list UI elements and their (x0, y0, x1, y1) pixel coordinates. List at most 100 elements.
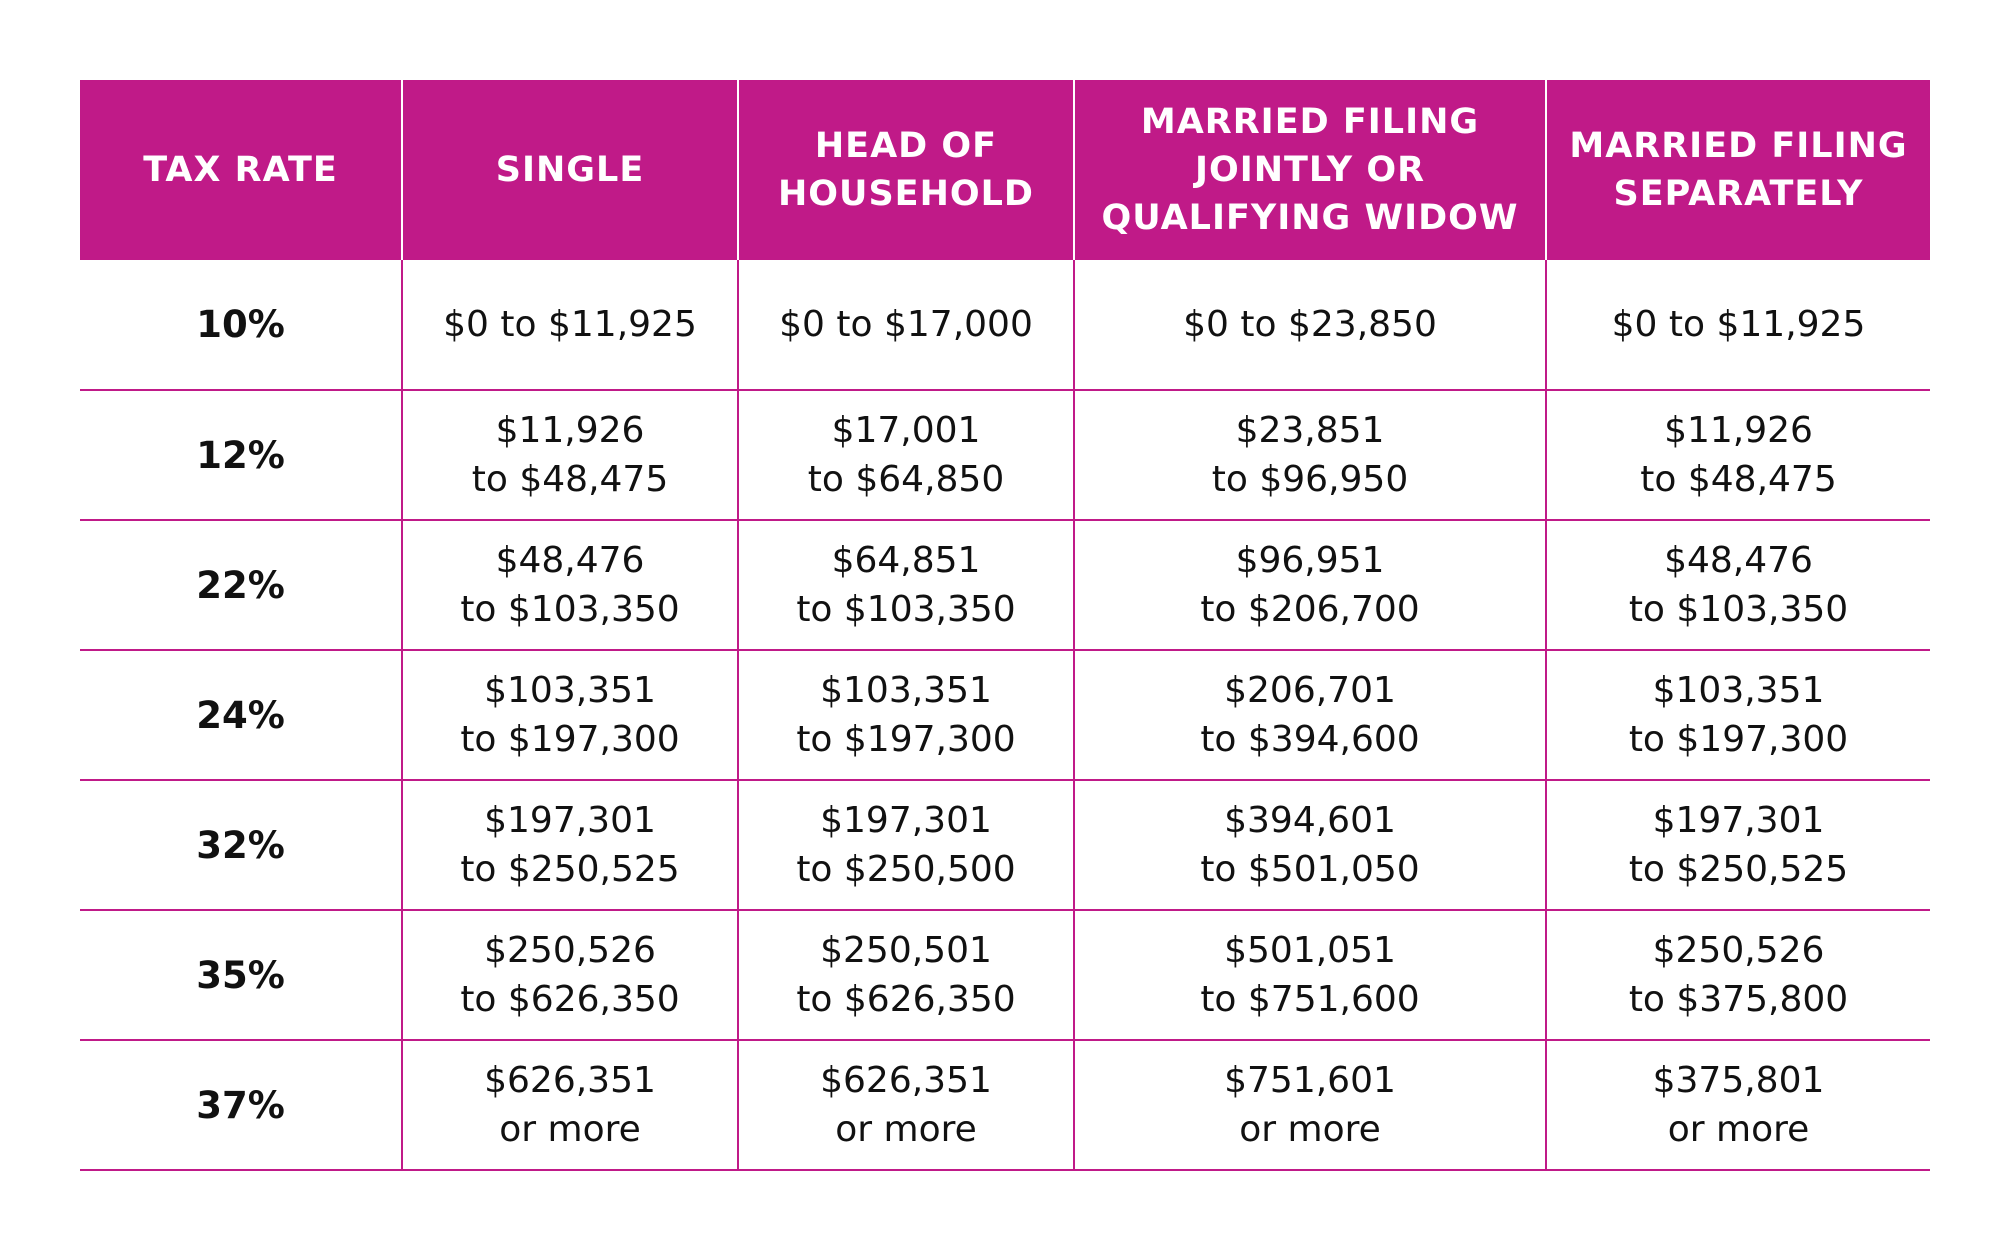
bracket-range-line: $501,051 (1224, 930, 1396, 971)
header-married-filing-jointly: MARRIED FILING JOINTLY OR QUALIFYING WID… (1073, 80, 1546, 260)
bracket-range-line: $48,476 (1664, 540, 1813, 581)
bracket-cell-single: $0 to $11,925 (401, 260, 738, 391)
bracket-cell-single: $626,351 or more (401, 1040, 738, 1171)
bracket-range-line: $206,701 (1224, 670, 1396, 711)
bracket-range-line: to $103,350 (460, 589, 680, 630)
header-line: TAX RATE (143, 150, 338, 190)
bracket-range-line: $11,926 (1664, 410, 1813, 451)
bracket-cell-head-of-household: $250,501 to $626,350 (737, 910, 1074, 1041)
header-line: SEPARATELY (1613, 174, 1864, 214)
bracket-cell-head-of-household: $197,301 to $250,500 (737, 780, 1074, 911)
bracket-range-line: to $501,050 (1200, 849, 1420, 890)
bracket-range-line: $17,001 (831, 410, 981, 451)
header-line: HOUSEHOLD (778, 174, 1034, 214)
table-body: 10% $0 to $11,925 $0 to $17,000 $0 to $23,8… (80, 260, 1930, 1171)
bracket-range-line: or more (499, 1109, 641, 1150)
table-row: 24% $103,351 to $197,300 $103,351 to $197,30… (80, 650, 1930, 781)
bracket-range-line: to $375,800 (1628, 979, 1849, 1020)
header-line: JOINTLY OR (1194, 150, 1426, 190)
bracket-cell-married-filing-separately: $250,526 to $375,800 (1545, 910, 1930, 1041)
tax-rate-cell: 24% (80, 650, 402, 781)
header-married-filing-separately: MARRIED FILING SEPARATELY (1545, 80, 1930, 260)
tax-bracket-table: TAX RATE SINGLE HEAD OF HOUSEHOLD MARRIE… (80, 80, 1930, 1171)
header-row: TAX RATE SINGLE HEAD OF HOUSEHOLD MARRIE… (80, 80, 1930, 260)
bracket-cell-head-of-household: $64,851 to $103,350 (737, 520, 1074, 651)
bracket-cell-single: $197,301 to $250,525 (401, 780, 738, 911)
bracket-range-line: or more (835, 1109, 977, 1150)
table-header: TAX RATE SINGLE HEAD OF HOUSEHOLD MARRIE… (80, 80, 1930, 260)
bracket-cell-head-of-household: $0 to $17,000 (737, 260, 1074, 391)
bracket-range-line: $103,351 (1652, 670, 1825, 711)
bracket-range-line: to $250,525 (460, 849, 680, 890)
header-tax-rate: TAX RATE (80, 80, 402, 260)
bracket-cell-married-filing-jointly: $23,851 to $96,950 (1073, 390, 1546, 521)
table-row: 22% $48,476 to $103,350 $64,851 to $103,350 $… (80, 520, 1930, 651)
bracket-range-line: $11,926 (495, 410, 645, 451)
tax-rate-cell: 10% (80, 260, 402, 391)
bracket-cell-married-filing-jointly: $96,951 to $206,700 (1073, 520, 1546, 651)
bracket-range-line: to $250,500 (796, 849, 1016, 890)
bracket-range-line: $626,351 (484, 1060, 656, 1101)
bracket-range-line: to $206,700 (1200, 589, 1420, 630)
header-line: QUALIFYING WIDOW (1101, 198, 1519, 238)
bracket-cell-head-of-household: $626,351 or more (737, 1040, 1074, 1171)
bracket-range-line: or more (1239, 1109, 1381, 1150)
bracket-range-line: to $197,300 (1628, 719, 1849, 760)
tax-rate-cell: 37% (80, 1040, 402, 1171)
bracket-range-line: to $197,300 (796, 719, 1016, 760)
bracket-cell-single: $103,351 to $197,300 (401, 650, 738, 781)
header-single: SINGLE (401, 80, 738, 260)
bracket-range-line: $0 to $11,925 (443, 304, 697, 345)
header-line: MARRIED FILING (1140, 102, 1480, 142)
bracket-cell-single: $11,926 to $48,475 (401, 390, 738, 521)
bracket-range-line: $64,851 (831, 540, 981, 581)
header-line: MARRIED FILING (1569, 126, 1908, 166)
header-line: HEAD OF (814, 126, 998, 166)
bracket-range-line: $751,601 (1224, 1060, 1396, 1101)
bracket-range-line: $375,801 (1652, 1060, 1825, 1101)
bracket-cell-married-filing-separately: $11,926 to $48,475 (1545, 390, 1930, 521)
table-row: 35% $250,526 to $626,350 $250,501 to $626,35… (80, 910, 1930, 1041)
tax-rate-cell: 12% (80, 390, 402, 521)
bracket-cell-head-of-household: $103,351 to $197,300 (737, 650, 1074, 781)
bracket-range-line: $103,351 (820, 670, 992, 711)
bracket-range-line: to $197,300 (460, 719, 680, 760)
bracket-range-line: $197,301 (820, 800, 992, 841)
bracket-range-line: to $48,475 (1640, 459, 1837, 500)
tax-rate-cell: 32% (80, 780, 402, 911)
bracket-cell-married-filing-separately: $48,476 to $103,350 (1545, 520, 1930, 651)
bracket-range-line: $96,951 (1235, 540, 1385, 581)
bracket-range-line: $103,351 (484, 670, 656, 711)
bracket-cell-married-filing-jointly: $751,601 or more (1073, 1040, 1546, 1171)
bracket-range-line: $250,526 (1652, 930, 1825, 971)
bracket-range-line: $250,526 (484, 930, 656, 971)
bracket-range-line: to $394,600 (1200, 719, 1420, 760)
bracket-range-line: to $103,350 (796, 589, 1016, 630)
table-row: 32% $197,301 to $250,525 $197,301 to $250,50… (80, 780, 1930, 911)
bracket-cell-single: $48,476 to $103,350 (401, 520, 738, 651)
bracket-cell-married-filing-separately: $197,301 to $250,525 (1545, 780, 1930, 911)
bracket-range-line: to $96,950 (1211, 459, 1409, 500)
bracket-range-line: $250,501 (820, 930, 992, 971)
header-head-of-household: HEAD OF HOUSEHOLD (737, 80, 1074, 260)
bracket-range-line: to $103,350 (1628, 589, 1849, 630)
tax-rate-cell: 35% (80, 910, 402, 1041)
table-row: 37% $626,351 or more $626,351 or more $751,60… (80, 1040, 1930, 1171)
table-row: 10% $0 to $11,925 $0 to $17,000 $0 to $23,8… (80, 260, 1930, 391)
bracket-cell-married-filing-jointly: $0 to $23,850 (1073, 260, 1546, 391)
bracket-range-line: $0 to $23,850 (1183, 304, 1437, 345)
bracket-range-line: $0 to $11,925 (1611, 304, 1866, 345)
bracket-range-line: $48,476 (495, 540, 645, 581)
bracket-cell-married-filing-separately: $375,801 or more (1545, 1040, 1930, 1171)
table-row: 12% $11,926 to $48,475 $17,001 to $64,850 $23… (80, 390, 1930, 521)
bracket-range-line: $0 to $17,000 (779, 304, 1033, 345)
bracket-range-line: $626,351 (820, 1060, 992, 1101)
bracket-cell-married-filing-jointly: $206,701 to $394,600 (1073, 650, 1546, 781)
bracket-cell-married-filing-jointly: $501,051 to $751,600 (1073, 910, 1546, 1041)
bracket-cell-married-filing-separately: $0 to $11,925 (1545, 260, 1930, 391)
bracket-range-line: to $48,475 (471, 459, 669, 500)
bracket-range-line: $394,601 (1224, 800, 1396, 841)
bracket-cell-head-of-household: $17,001 to $64,850 (737, 390, 1074, 521)
bracket-range-line: to $751,600 (1200, 979, 1420, 1020)
bracket-range-line: or more (1667, 1109, 1810, 1150)
